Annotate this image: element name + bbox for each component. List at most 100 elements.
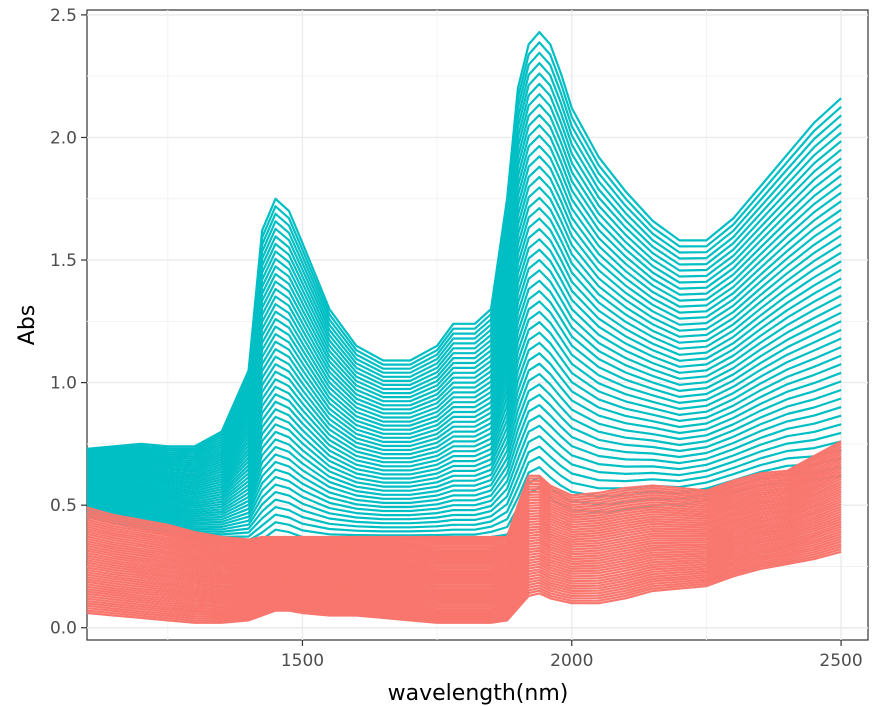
spectrum-line-red (86, 448, 842, 547)
spectrum-line-teal (86, 404, 842, 524)
spectrum-line-teal (86, 113, 842, 465)
y-tick-label: 0.5 (50, 496, 77, 516)
spectrum-line-teal (86, 217, 842, 486)
x-tick-label: 1500 (281, 651, 324, 671)
spectrum-line-red (86, 540, 842, 617)
spectrum-line-teal (86, 341, 842, 511)
spectrum-line-teal (86, 440, 842, 533)
spectrum-line-teal (86, 423, 842, 528)
spectrum-line-red (86, 538, 842, 615)
spectrum-line-red (86, 463, 842, 558)
spectrum-line-red (86, 508, 842, 591)
spectrum-line-teal (86, 155, 842, 473)
spectrum-line-teal (86, 196, 842, 482)
spectrum-line-red (86, 533, 842, 611)
y-tick-label: 1.0 (50, 374, 77, 394)
spectrum-line-teal (86, 103, 842, 463)
spectrum-line-red (86, 455, 842, 552)
spectrum-line-red (86, 543, 842, 619)
spectrum-line-red (86, 473, 842, 565)
spectrum-line-teal (86, 300, 842, 503)
spectrum-line-red (86, 453, 842, 550)
spectrum-line-red (86, 548, 842, 622)
spectrum-line-teal (86, 393, 842, 522)
spectrum-line-red (86, 488, 842, 576)
spectrum-line-teal (87, 186, 842, 480)
spectrum-line-red (86, 550, 842, 624)
spectrum-line-red (86, 493, 842, 580)
spectrum-line-red (86, 525, 842, 605)
spectrum-line-red (86, 458, 842, 554)
spectrum-line-red (86, 485, 842, 574)
spectrum-line-teal (86, 227, 842, 488)
spectrum-line-teal (86, 93, 842, 461)
spectrum-line-teal (86, 124, 842, 467)
spectrum-line-red (86, 490, 842, 578)
spectrum-line-teal (86, 383, 842, 520)
spectrum-line-teal (86, 321, 842, 507)
spectrum-line-red (86, 510, 842, 593)
y-tick-label: 0.0 (50, 619, 77, 639)
spectrum-line-teal (86, 165, 842, 475)
spectrum-line-red (86, 530, 842, 609)
series-teal (86, 31, 842, 546)
spectrum-line-teal (86, 269, 842, 497)
x-axis-title: wavelength(nm) (388, 681, 569, 706)
x-tick-label: 2000 (550, 651, 593, 671)
spectrum-line-teal (86, 258, 842, 494)
spectrum-line-red (86, 515, 842, 597)
spectrum-line-teal (86, 248, 842, 492)
spectrum-line-teal (86, 51, 842, 453)
spectrum-line-red (86, 523, 842, 603)
spectrum-line-red (86, 470, 842, 563)
spectrum-line-red (86, 450, 842, 548)
spectrum-line-red (86, 460, 842, 556)
spectrum-line-red (86, 495, 842, 581)
spectrum-line-red (86, 535, 842, 613)
spectrum-line-red (86, 528, 842, 607)
y-tick-label: 1.5 (50, 251, 77, 271)
spectrum-line-red (86, 503, 842, 587)
spectrum-line-teal (86, 290, 842, 501)
series-group (86, 31, 842, 624)
spectrum-line-teal (86, 238, 842, 490)
spectrum-line-teal (86, 176, 842, 478)
spectrum-line-red (86, 545, 842, 620)
spectrum-line-red (86, 505, 842, 589)
spectrum-line-red (86, 465, 842, 559)
spectrum-line-teal (86, 82, 842, 458)
spectrum-line-teal (86, 310, 842, 505)
spectrum-line-teal (86, 41, 842, 452)
spectrum-line-red (86, 442, 842, 543)
spectrum-line-teal (86, 372, 842, 518)
spectrum-line-teal (86, 431, 842, 531)
spectrum-line-teal (86, 279, 842, 499)
spectrum-line-teal (86, 72, 842, 457)
spectrum-line-red (86, 440, 842, 541)
series-red (86, 440, 842, 624)
spectrum-line-red (86, 513, 842, 595)
spectrum-line-teal (86, 145, 842, 471)
spectrum-line-red (86, 477, 842, 569)
y-tick-label: 2.0 (50, 128, 77, 148)
spectrum-line-red (86, 520, 842, 601)
spectrum-line-red (86, 500, 842, 585)
spectrum-line-red (86, 480, 842, 570)
y-axis-title: Abs (15, 305, 40, 345)
spectrum-line-teal (86, 207, 842, 484)
spectrum-line-red (86, 498, 842, 583)
spectrum-line-red (86, 445, 842, 545)
spectrum-line-teal (86, 362, 842, 516)
spectrum-line-red (86, 483, 842, 572)
y-tick-label: 2.5 (50, 6, 77, 26)
spectrum-line-teal (86, 62, 842, 455)
axis-ticks: 1500 2000 2500 0.0 0.5 1.0 1.5 2.0 2.5 (50, 6, 863, 671)
spectrum-line-teal (86, 352, 842, 514)
x-tick-label: 2500 (819, 651, 862, 671)
spectrum-line-teal (86, 134, 842, 469)
spectrum-line-teal (86, 448, 842, 536)
spectrum-line-teal (86, 331, 842, 509)
spectrum-line-teal (86, 414, 842, 526)
spectrum-line-red (86, 468, 842, 561)
